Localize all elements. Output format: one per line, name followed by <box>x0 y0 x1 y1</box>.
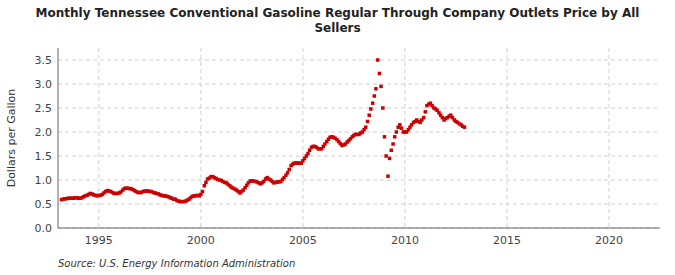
title-line: Monthly Tennessee Conventional Gasoline … <box>36 6 640 20</box>
y-grid-line <box>58 180 660 181</box>
point <box>424 110 428 114</box>
y-tick-label: 1.0 <box>35 174 53 187</box>
x-tick-label: 2005 <box>289 234 317 247</box>
point <box>463 125 467 129</box>
point <box>366 120 370 124</box>
x-grid-line <box>98 48 99 228</box>
point <box>204 181 208 185</box>
y-tick-label: 0.5 <box>35 198 53 211</box>
x-tick-label: 2015 <box>493 234 521 247</box>
point <box>369 107 373 111</box>
x-grid-line <box>200 48 201 228</box>
y-grid-line <box>58 228 660 229</box>
point <box>367 113 371 117</box>
point <box>391 142 395 146</box>
x-grid-line <box>302 48 303 228</box>
y-grid-line <box>58 108 660 109</box>
point <box>378 72 382 76</box>
point <box>371 101 375 105</box>
y-tick-label: 0.0 <box>35 222 53 235</box>
x-grid-line <box>404 48 405 228</box>
y-grid-line <box>58 204 660 205</box>
point <box>364 125 368 129</box>
point <box>395 130 399 134</box>
chart: Monthly Tennessee Conventional Gasoline … <box>0 0 675 275</box>
point <box>381 106 385 110</box>
point <box>400 126 404 130</box>
grid <box>58 48 660 228</box>
y-tick-label: 3.5 <box>35 54 53 67</box>
point <box>201 190 205 194</box>
point <box>376 58 380 62</box>
point <box>374 87 378 91</box>
point <box>384 154 388 158</box>
y-tick-label: 1.5 <box>35 150 53 163</box>
point <box>287 168 291 172</box>
y-tick-label: 3.0 <box>35 78 53 91</box>
point <box>286 171 290 175</box>
x-tick-label: 1995 <box>85 234 113 247</box>
source-note: Source: U.S. Energy Information Administ… <box>58 258 295 269</box>
point <box>398 123 402 127</box>
y-tick-label: 2.5 <box>35 102 53 115</box>
y-grid-line <box>58 84 660 85</box>
point <box>389 148 393 152</box>
y-tick-label: 2.0 <box>35 126 53 139</box>
x-tick-label: 2000 <box>187 234 215 247</box>
point <box>422 116 426 120</box>
point <box>388 157 392 161</box>
x-grid-line <box>608 48 609 228</box>
x-axis-line <box>58 228 660 229</box>
point <box>379 85 383 89</box>
x-grid-line <box>506 48 507 228</box>
point <box>306 152 310 156</box>
title: Monthly Tennessee Conventional Gasoline … <box>36 6 640 35</box>
point <box>386 174 390 178</box>
points <box>60 58 467 203</box>
y-grid-line <box>58 60 660 61</box>
y-axis-line <box>58 48 59 228</box>
x-tick-label: 2010 <box>391 234 419 247</box>
point <box>373 94 377 98</box>
point <box>393 135 397 139</box>
x-tick-label: 2020 <box>595 234 623 247</box>
title-line: Sellers <box>314 21 360 35</box>
y-axis-label: Dollars per Gallon <box>5 89 18 188</box>
point <box>383 135 387 139</box>
point <box>203 184 207 188</box>
y-grid-line <box>58 156 660 157</box>
